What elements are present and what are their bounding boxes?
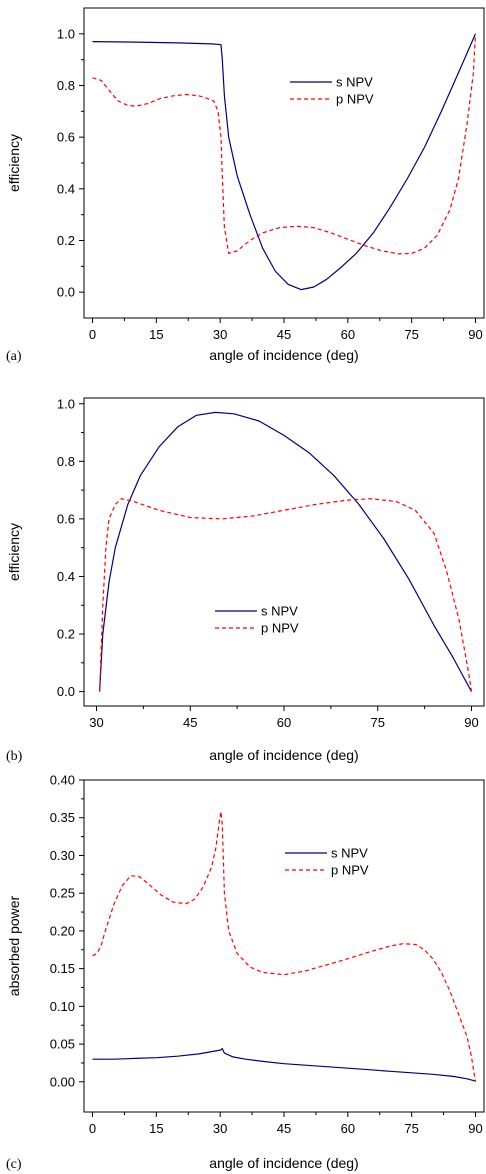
panel-a-y-tick-label: 0.0 [57,285,75,300]
panel-b-legend-label: p NPV [261,621,299,636]
panel-c: 0.00 0.05 0.10 0.15 0.20 0.25 0.30 0.35 0.40 0 15… [6,773,485,1172]
panel-c-series-s-npv-line [92,1048,476,1082]
panel-c-y-tick-label: 0.00 [50,1074,75,1089]
panel-b-legend-label: s NPV [261,604,298,619]
panel-a-y-tick-label: 1.0 [57,26,75,41]
panel-b-y-tick-label: 0.0 [57,684,75,699]
panel-a-series [92,33,477,291]
panel-c-legend-label: p NPV [331,863,369,878]
panel-a-x-axis-label: angle of incidence (deg) [209,347,358,363]
panel-b-label: (b) [6,749,23,764]
panel-c-x-tick-label: 90 [468,1121,482,1136]
panel-b-x-ticks: 30 45 60 75 90 [89,706,479,730]
panel-c-x-axis-label: angle of incidence (deg) [209,1155,358,1171]
panel-b: 0.0 0.2 0.4 0.6 0.8 1.0 30 45 60 75 90 s NPV p NPV… [6,396,485,764]
panel-a-x-tick-label: 60 [341,327,355,342]
panel-b-y-axis-label: efficiency [6,523,22,581]
panel-c-x-tick-label: 30 [213,1121,227,1136]
panel-b-x-tick-label: 60 [277,715,291,730]
panel-c-y-tick-label: 0.25 [50,886,75,901]
panel-c-legend-label: s NPV [331,846,368,861]
panel-a-x-tick-label: 15 [149,327,163,342]
panel-a-x-ticks: 0 15 30 45 60 75 90 [89,318,483,342]
panel-c-x-ticks: 0 15 30 45 60 75 90 [89,1112,483,1136]
panel-a-legend-label: s NPV [336,75,373,90]
panel-c-x-tick-label: 45 [277,1121,291,1136]
panel-b-x-tick-label: 75 [371,715,385,730]
panel-b-plot-frame [83,397,485,707]
panel-a-x-tick-label: 30 [213,327,227,342]
panel-b-series-p-npv-line [99,498,473,692]
panel-a-series-p-npv-line [92,33,477,255]
panel-b-x-tick-label: 90 [464,715,478,730]
panel-b-y-tick-label: 0.6 [57,511,75,526]
panel-a-y-tick-label: 0.2 [57,233,75,248]
panel-c-legend: s NPV p NPV [285,846,369,878]
panel-a-y-axis-label: efficiency [6,134,22,192]
panel-a-y-ticks: 0.0 0.2 0.4 0.6 0.8 1.0 [57,26,84,300]
panel-b-series-s-npv-line [99,411,473,692]
panel-a-plot-frame [83,7,485,319]
panel-c-y-ticks: 0.00 0.05 0.10 0.15 0.20 0.25 0.30 0.35 0.40 [50,773,84,1089]
panel-c-y-tick-label: 0.35 [50,810,75,825]
panel-c-y-tick-label: 0.05 [50,1037,75,1052]
panel-b-x-axis-label: angle of incidence (deg) [209,747,358,763]
panel-b-y-tick-label: 0.4 [57,569,75,584]
panel-a-x-tick-label: 75 [404,327,418,342]
panel-c-x-tick-label: 60 [341,1121,355,1136]
panel-c-y-tick-label: 0.40 [50,773,75,788]
panel-b-series [99,411,473,692]
panel-b-y-ticks: 0.0 0.2 0.4 0.6 0.8 1.0 [57,396,84,699]
panel-a-legend-label: p NPV [336,92,374,107]
panel-a-y-tick-label: 0.6 [57,130,75,145]
panel-c-y-tick-label: 0.15 [50,961,75,976]
panel-b-y-tick-label: 0.2 [57,627,75,642]
panel-c-series [92,811,477,1082]
panel-c-x-tick-label: 15 [149,1121,163,1136]
panel-a-x-tick-label: 90 [468,327,482,342]
panel-a-y-tick-label: 0.8 [57,78,75,93]
panel-c-x-tick-label: 0 [89,1121,96,1136]
panel-c-label: (c) [6,1157,22,1172]
panel-c-y-axis-label: absorbed power [6,895,22,996]
panel-b-y-tick-label: 0.8 [57,454,75,469]
panel-b-legend: s NPV p NPV [215,604,299,636]
panel-a-legend: s NPV p NPV [290,75,374,107]
panel-a-x-tick-label: 45 [277,327,291,342]
panel-a-x-tick-label: 0 [89,327,96,342]
panel-a-y-tick-label: 0.4 [57,181,75,196]
panel-c-plot-frame [83,779,485,1113]
panel-a-series-s-npv-line [92,33,477,291]
panel-b-y-tick-label: 1.0 [57,396,75,411]
panel-a-label: (a) [6,349,22,364]
panel-b-x-tick-label: 30 [89,715,103,730]
panel-c-y-tick-label: 0.20 [50,923,75,938]
panel-c-y-tick-label: 0.30 [50,848,75,863]
panel-c-y-tick-label: 0.10 [50,999,75,1014]
panel-c-x-tick-label: 75 [404,1121,418,1136]
panel-c-series-p-npv-line [92,811,477,1082]
panel-a: 0.0 0.2 0.4 0.6 0.8 1.0 0 15 30 45 60 75 90 s NPV p … [6,7,485,364]
panel-b-x-tick-label: 45 [183,715,197,730]
